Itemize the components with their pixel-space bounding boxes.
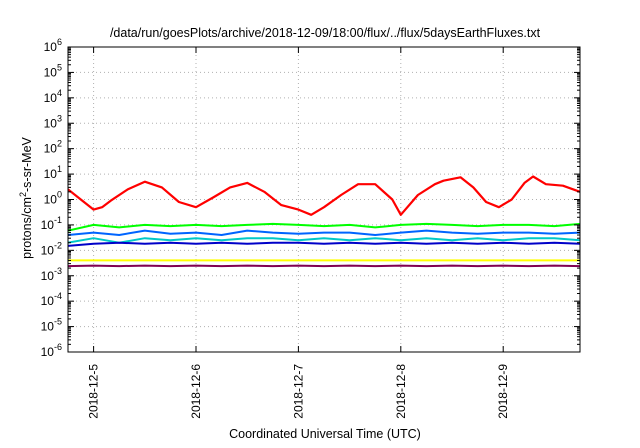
y-tick-label: 10-1 <box>41 215 62 232</box>
y-tick-label: 100 <box>44 190 62 207</box>
series-line-3 <box>68 237 580 244</box>
y-tick-label: 10-3 <box>41 266 62 283</box>
y-axis-label: protons/cm2-s-sr-MeV <box>18 136 34 258</box>
x-tick-label: 2018-12-9 <box>496 364 510 419</box>
y-tick-label: 106 <box>44 37 62 54</box>
y-tick-label: 104 <box>44 88 62 105</box>
y-tick-label: 105 <box>44 62 62 79</box>
chart-title: /data/run/goesPlots/archive/2018-12-09/1… <box>110 26 541 40</box>
x-tick-label: 2018-12-6 <box>189 364 203 419</box>
y-axis-label-post: -s-sr-MeV <box>20 136 34 192</box>
y-tick-label: 10-6 <box>41 342 62 359</box>
x-tick-label: 2018-12-5 <box>87 364 101 419</box>
x-tick-label: 2018-12-8 <box>394 364 408 419</box>
y-tick-label: 103 <box>44 113 62 130</box>
x-tick-label: 2018-12-7 <box>291 364 305 419</box>
y-axis-label-sup: 2 <box>18 192 28 197</box>
y-tick-label: 10-2 <box>41 240 62 257</box>
x-axis-label: Coordinated Universal Time (UTC) <box>229 427 421 441</box>
series-group <box>68 175 580 268</box>
series-line-1 <box>68 175 580 216</box>
y-ticks: 10-6 10-5 10-4 10-3 10-2 10-1 100 101 102 103 104 1… <box>41 37 580 359</box>
y-tick-label: 101 <box>44 164 62 181</box>
series-line-2 <box>68 222 580 232</box>
grid <box>68 46 580 353</box>
series-line-5 <box>68 241 580 247</box>
y-tick-label: 102 <box>44 139 62 156</box>
series-line-4 <box>68 229 580 236</box>
y-tick-label: 10-4 <box>41 291 62 308</box>
series-line-7 <box>68 264 580 268</box>
y-tick-label: 10-5 <box>41 317 62 334</box>
x-ticks: 2018-12-5 2018-12-6 2018-12-7 2018-12-8 2018… <box>87 47 510 419</box>
y-axis-label-pre: protons/cm <box>20 197 34 259</box>
